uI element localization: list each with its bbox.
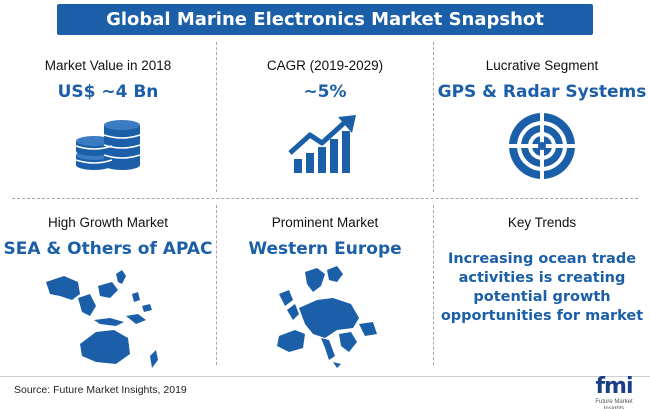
market-value-value: US$ ~4 Bn — [57, 82, 159, 102]
page-title: Global Marine Electronics Market Snapsho… — [57, 4, 593, 35]
prominent-market-label: Prominent Market — [271, 215, 379, 230]
market-value-cell: Market Value in 2018 US$ ~4 Bn — [0, 57, 216, 173]
column-divider — [216, 42, 217, 192]
market-value-label: Market Value in 2018 — [44, 58, 172, 73]
column-divider — [433, 42, 434, 192]
cagr-value: ~5% — [303, 82, 347, 102]
column-divider — [433, 205, 434, 365]
high-growth-value: SEA & Others of APAC — [3, 239, 213, 259]
coin-stack-icon — [75, 120, 141, 170]
key-trends-label: Key Trends — [507, 215, 577, 230]
prominent-market-value: Western Europe — [248, 239, 402, 259]
footer-divider — [0, 376, 650, 377]
lucrative-segment-cell: Lucrative Segment GPS & Radar Systems — [434, 57, 650, 181]
cagr-cell: CAGR (2019-2029) ~5% — [217, 57, 433, 175]
source-note: Source: Future Market Insights, 2019 — [14, 384, 187, 396]
logo-subtitle: Future Market Insights — [595, 399, 633, 409]
apac-map-icon — [46, 270, 158, 368]
europe-map-icon — [277, 266, 377, 368]
logo-text: fmi — [595, 374, 633, 399]
key-trends-text: Increasing ocean trade activities is cre… — [440, 251, 644, 324]
row-divider — [12, 198, 638, 199]
high-growth-label: High Growth Market — [47, 215, 169, 230]
growth-chart-icon — [288, 115, 356, 173]
column-divider — [216, 205, 217, 365]
lucrative-segment-value: GPS & Radar Systems — [437, 82, 647, 102]
fmi-logo: fmi Future Market Insights — [585, 375, 643, 409]
key-trends-cell: Key Trends Increasing ocean trade activi… — [434, 214, 650, 326]
radar-target-icon — [507, 111, 577, 181]
cagr-label: CAGR (2019-2029) — [266, 58, 384, 73]
lucrative-segment-label: Lucrative Segment — [485, 58, 599, 73]
high-growth-cell: High Growth Market SEA & Others of APAC — [0, 214, 216, 372]
prominent-market-cell: Prominent Market Western Europe — [217, 214, 433, 372]
